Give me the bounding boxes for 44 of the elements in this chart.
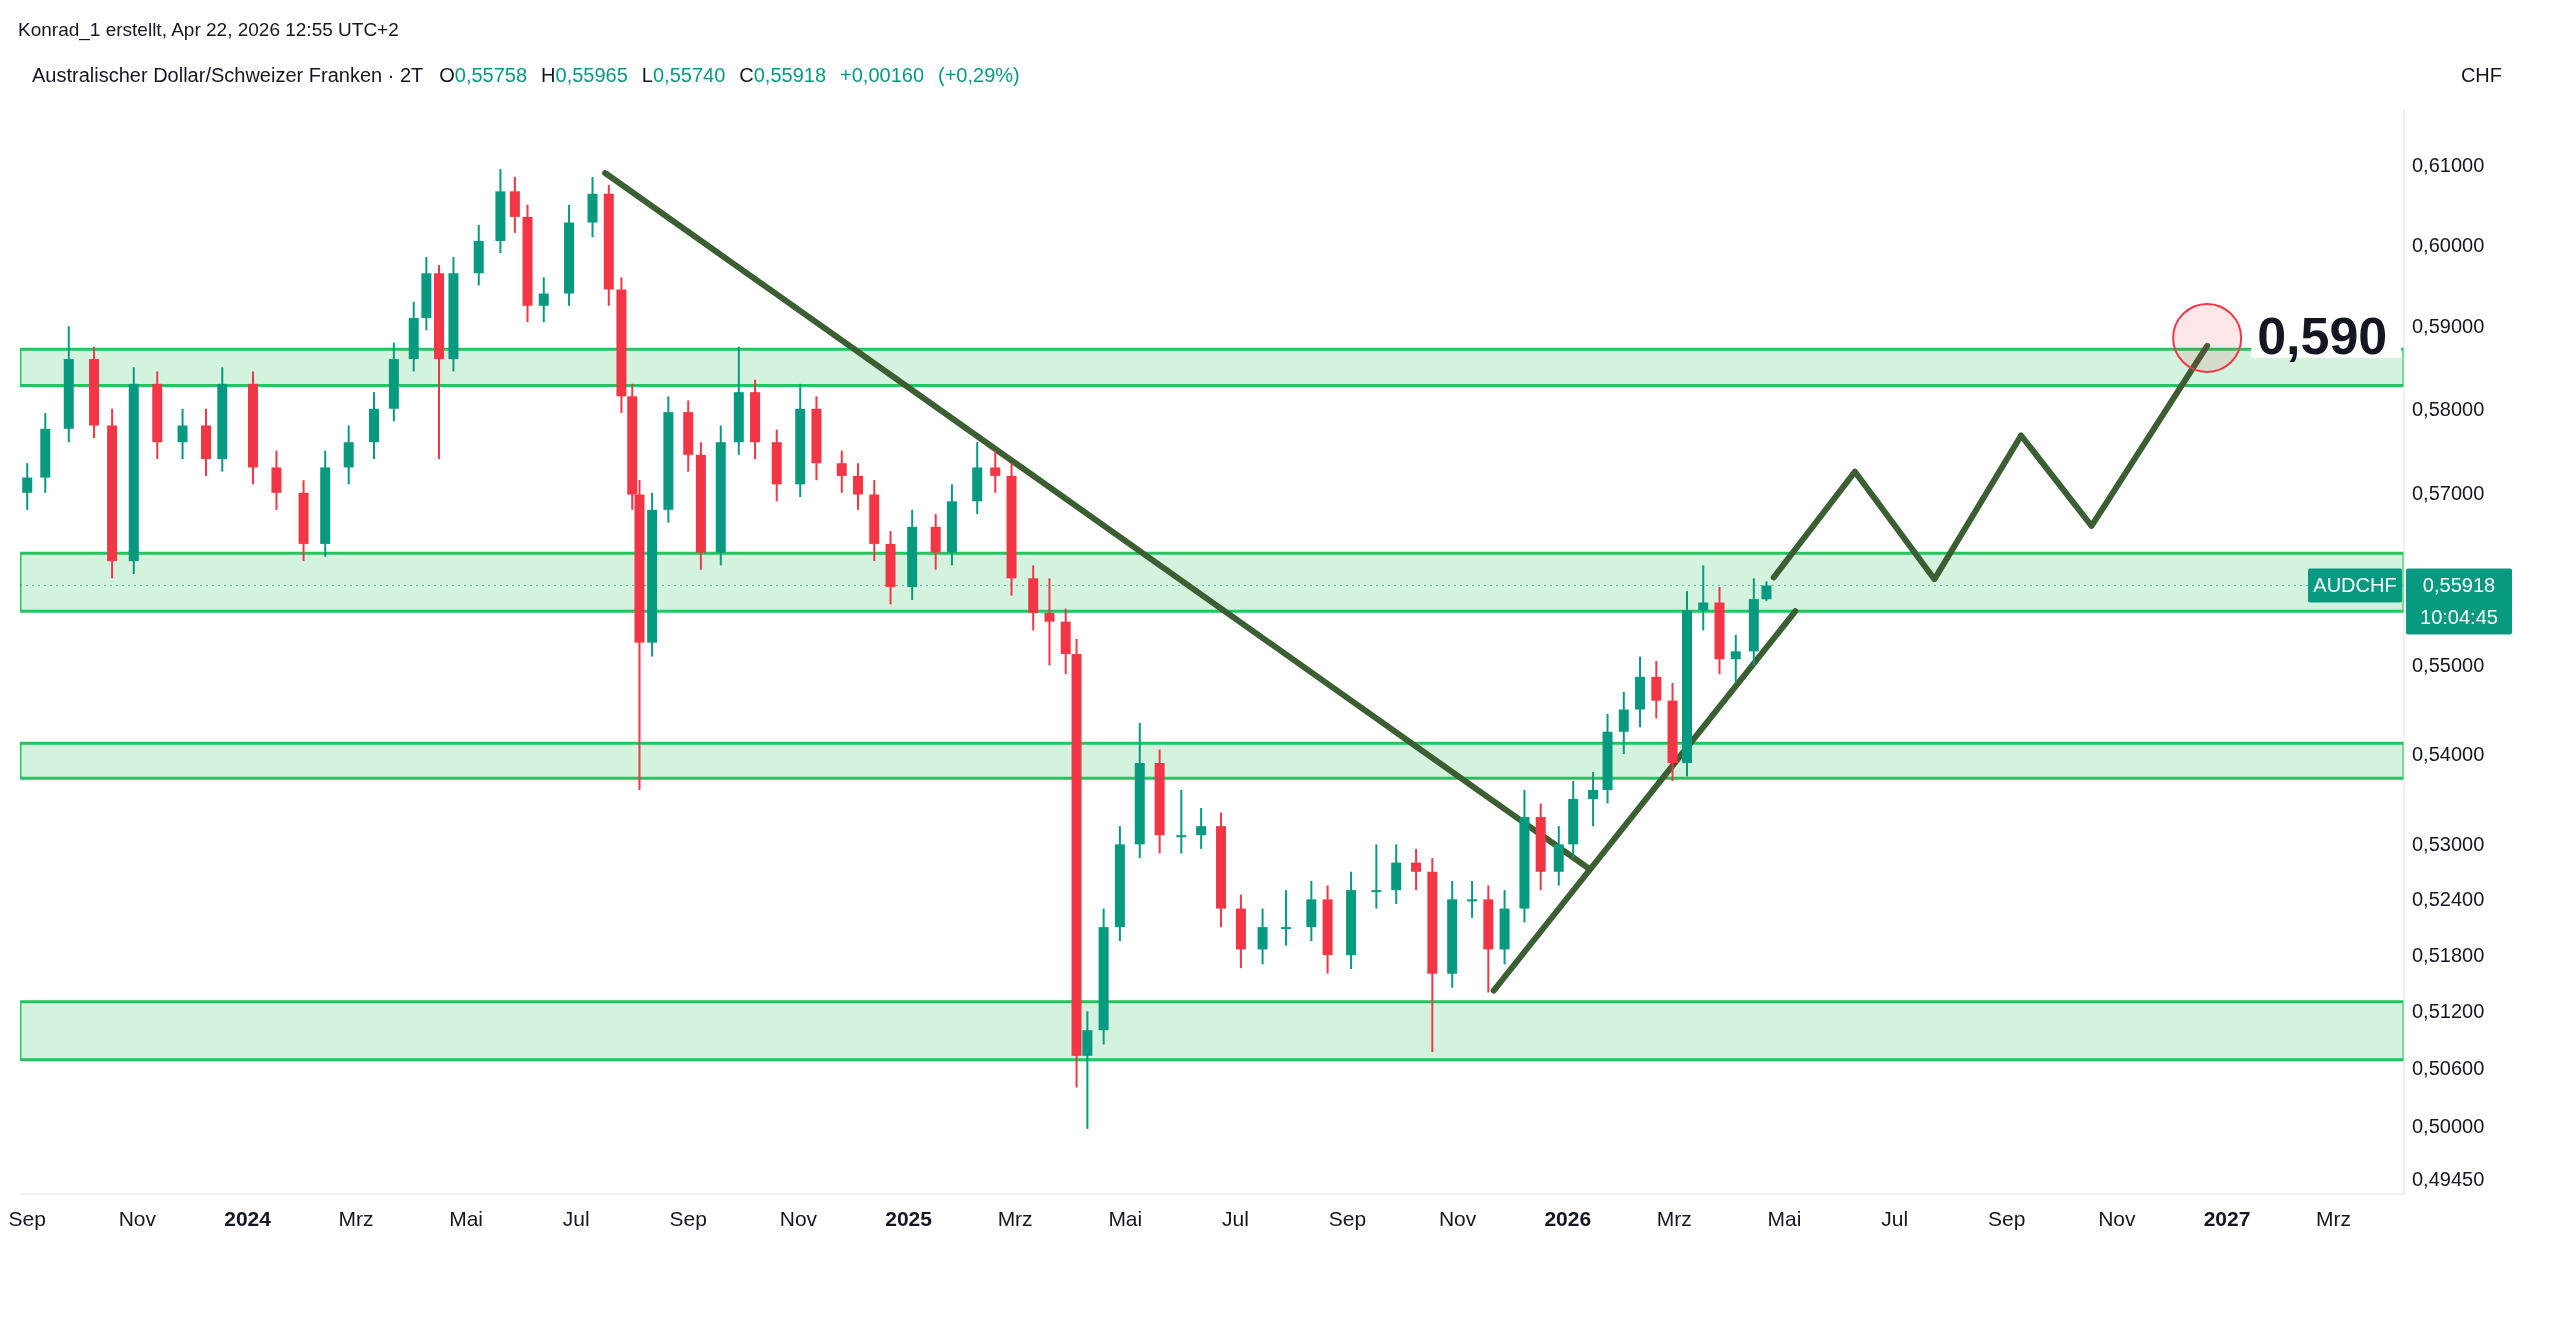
- x-tick-label: Mrz: [997, 1207, 1033, 1230]
- y-tick-label: 0,51800: [2412, 944, 2485, 967]
- x-tick-label: Jul: [1222, 1207, 1249, 1230]
- y-tick-label: 0,52400: [2412, 888, 2485, 911]
- y-tick-label: 0,61000: [2412, 154, 2485, 177]
- x-tick-label: 2026: [1544, 1207, 1592, 1230]
- y-tick-label: 0,60000: [2412, 234, 2485, 257]
- y-tick-label: 0,53000: [2412, 833, 2485, 856]
- x-tick-label: Jul: [562, 1207, 590, 1230]
- text: 0,55918: [2422, 574, 2496, 597]
- y-tick-label: 0,51200: [2412, 1000, 2485, 1023]
- y-tick-label: 0,50600: [2412, 1057, 2485, 1080]
- y-axis-title: CHF: [2460, 63, 2502, 87]
- x-tick-label: Nov: [779, 1207, 818, 1230]
- x-tick-label: Mrz: [338, 1207, 374, 1230]
- text: 10:04:45: [2420, 606, 2498, 629]
- x-tick-label: Sep: [8, 1207, 46, 1230]
- x-tick-label: Mrz: [1656, 1207, 1692, 1230]
- y-tick-label: 0,49450: [2412, 1168, 2485, 1191]
- annotation: 0,590: [2257, 306, 2388, 365]
- x-tick-label: Nov: [2098, 1207, 2136, 1230]
- text: Konrad_1 erstellt, Apr 22, 2026 12:55 UTC+2: [17, 18, 400, 43]
- chart-title: Australischer Dollar/Schweizer Franken · 2T: [32, 63, 424, 87]
- x-tick-label: Sep: [1987, 1207, 2026, 1230]
- y-tick-label: 0,54000: [2412, 743, 2485, 766]
- x-tick-label: 2024: [224, 1207, 272, 1230]
- x-tick-label: Mai: [449, 1207, 484, 1230]
- x-tick-label: 2027: [2203, 1207, 2251, 1230]
- y-tick-label: 0,58000: [2412, 397, 2485, 420]
- x-tick-label: Mrz: [2316, 1207, 2352, 1230]
- x-tick-label: Mai: [1767, 1207, 1802, 1230]
- x-tick-label: Mai: [1108, 1207, 1143, 1230]
- x-tick-label: 2025: [885, 1207, 933, 1230]
- x-tick-label: Jul: [1881, 1207, 1909, 1230]
- x-tick-label: Nov: [1438, 1207, 1477, 1230]
- x-tick-label: Nov: [118, 1207, 157, 1230]
- x-tick-label: Sep: [1328, 1207, 1367, 1230]
- y-tick-label: 0,57000: [2412, 481, 2485, 504]
- text: O0,55758 H0,55965 L0,55740 C0,55918 +0,00160 (+0,29%): [439, 63, 1020, 86]
- x-tick-label: Sep: [669, 1207, 707, 1230]
- y-tick-label: 0,50000: [2412, 1114, 2485, 1137]
- y-tick-label: 0,59000: [2412, 315, 2485, 338]
- y-tick-label: 0,55000: [2412, 654, 2485, 677]
- ref-line-label: AUDCHF: [2313, 574, 2397, 597]
